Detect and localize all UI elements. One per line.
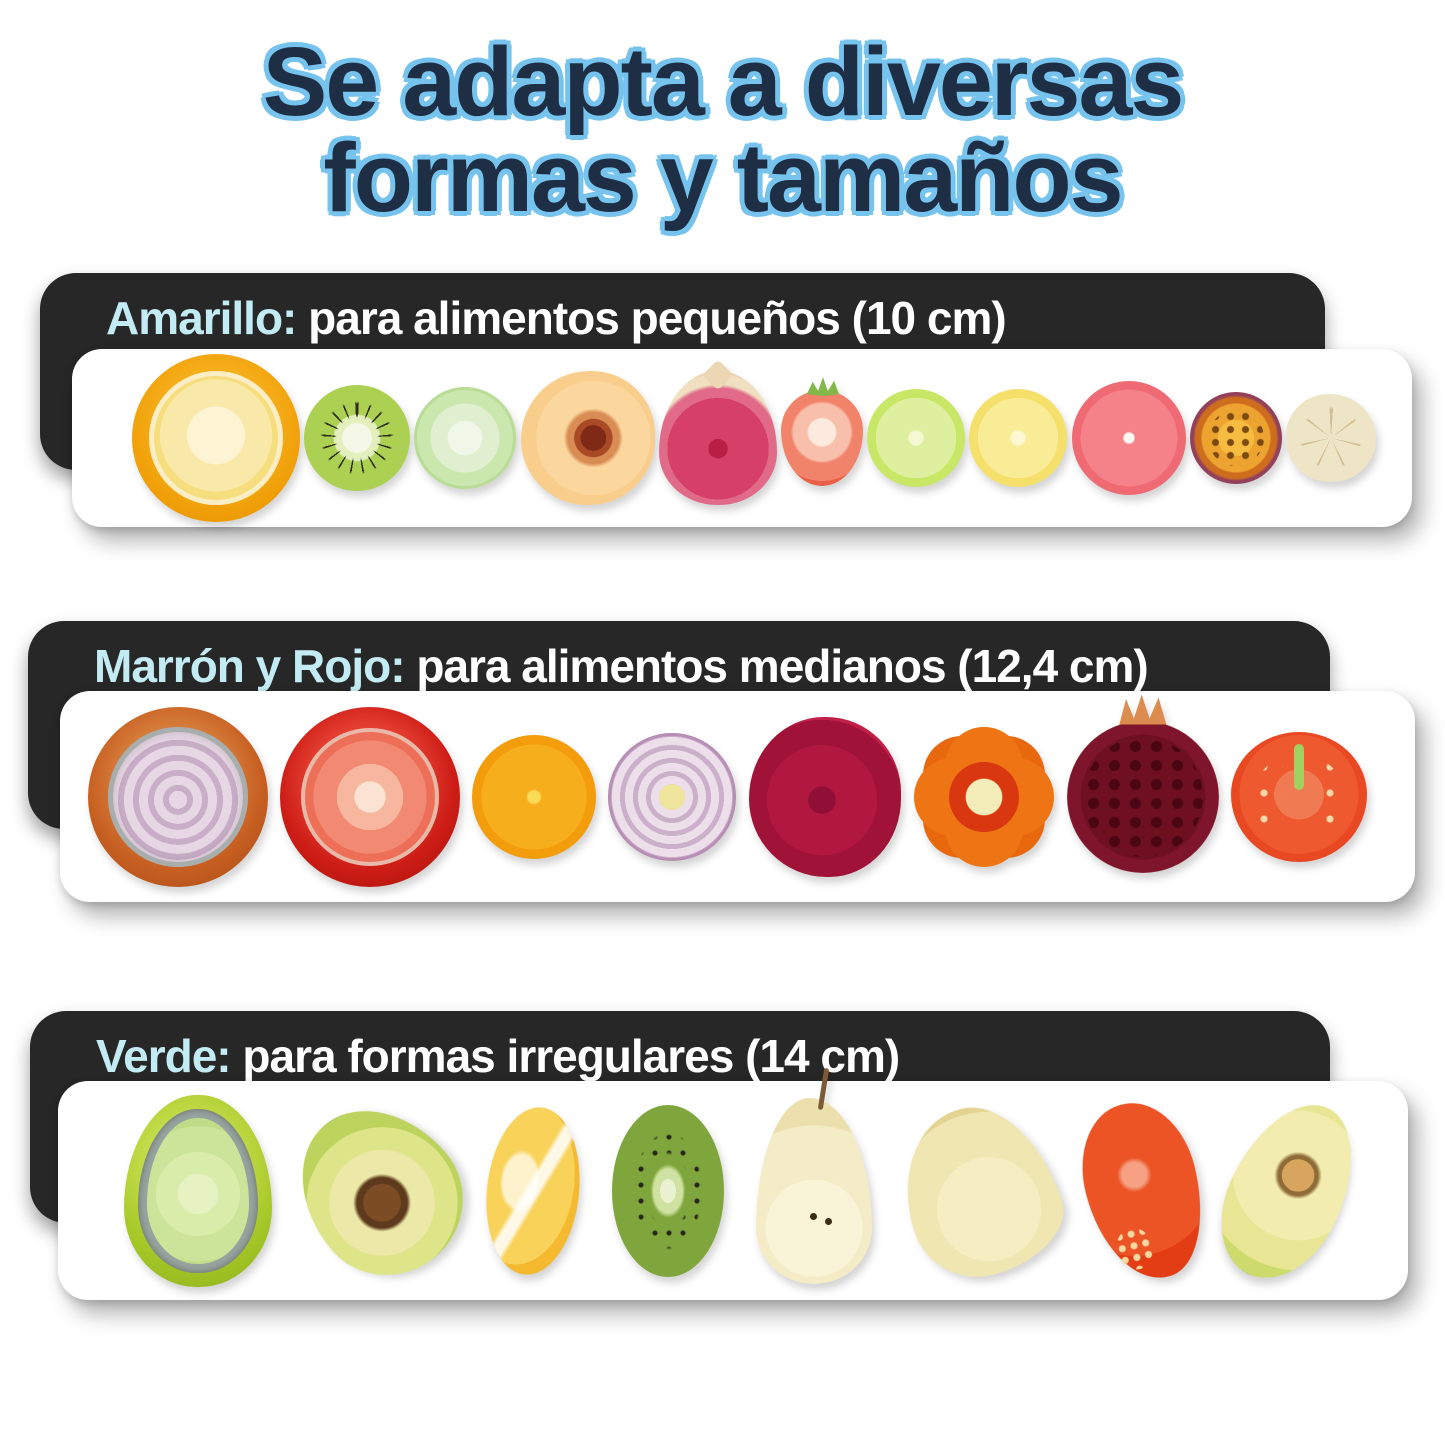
- cucumber-slice-icon: [414, 387, 517, 489]
- red-onion-slice-icon: [608, 732, 737, 861]
- title-line-1: Se adapta a diversas: [262, 27, 1185, 136]
- pepper-cross-section-icon: [913, 726, 1055, 868]
- page-title: Se adapta a diversas formas y tamaños: [0, 27, 1445, 233]
- lemon-slice-icon: [969, 389, 1068, 487]
- avocado-in-green-cover-icon: [124, 1094, 272, 1287]
- passion-fruit-half-icon: [1189, 392, 1282, 484]
- onion-in-brown-cover-icon: [88, 706, 268, 887]
- banner-label-text: para alimentos medianos (12,4 cm): [404, 640, 1148, 692]
- pomegranate-half-icon: [1066, 720, 1219, 873]
- lemon-wedge-icon: [478, 1102, 588, 1279]
- food-row-medium: [60, 691, 1415, 902]
- red-pepper-half-icon: [1067, 1090, 1220, 1291]
- banner-label-text: para formas irregulares (14 cm): [230, 1030, 900, 1082]
- garlic-cross-section-icon: [1285, 394, 1376, 482]
- food-row-irregular: [58, 1076, 1408, 1305]
- banner-label-text: para alimentos pequeños (10 cm): [296, 292, 1007, 344]
- strawberry-half-icon: [780, 390, 863, 486]
- pear-slice-icon: [882, 1087, 1078, 1294]
- banner-label-accent: Marrón y Rojo:: [94, 640, 406, 692]
- tomato-in-red-cover-icon: [280, 706, 461, 887]
- tomato-half-icon: [1230, 731, 1367, 862]
- orange-slice-icon: [472, 734, 597, 859]
- grapefruit-slice-icon: [1071, 381, 1186, 495]
- banner-label-accent: Amarillo:: [106, 292, 297, 344]
- avocado-half-icon: [1197, 1083, 1379, 1298]
- lemon-in-yellow-cover-icon: [132, 354, 300, 522]
- title-line-2: formas y tamaños: [323, 123, 1123, 233]
- avocado-half-with-pit-icon: [266, 1076, 493, 1305]
- peach-half-icon: [520, 371, 655, 505]
- food-row-small: [72, 349, 1412, 527]
- kiwi-half-icon: [611, 1104, 724, 1277]
- fig-half-icon: [658, 371, 777, 505]
- beet-slice-icon: [748, 716, 901, 877]
- banner-label-accent: Verde:: [96, 1030, 232, 1082]
- lime-slice-icon: [867, 389, 966, 487]
- kiwi-slice-icon: [304, 385, 411, 491]
- pear-half-icon: [756, 1097, 873, 1284]
